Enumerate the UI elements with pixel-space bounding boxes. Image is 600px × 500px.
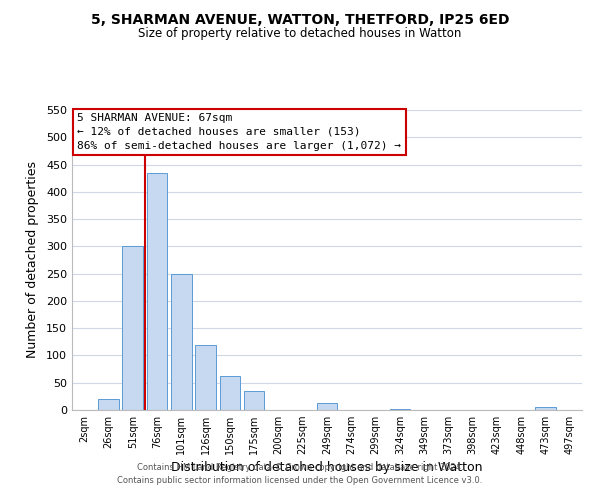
Text: Size of property relative to detached houses in Watton: Size of property relative to detached ho…	[139, 28, 461, 40]
Text: 5 SHARMAN AVENUE: 67sqm
← 12% of detached houses are smaller (153)
86% of semi-d: 5 SHARMAN AVENUE: 67sqm ← 12% of detache…	[77, 113, 401, 151]
Bar	[220, 376, 240, 410]
Bar	[195, 344, 216, 410]
Bar	[146, 172, 167, 410]
Text: 5, SHARMAN AVENUE, WATTON, THETFORD, IP25 6ED: 5, SHARMAN AVENUE, WATTON, THETFORD, IP2…	[91, 12, 509, 26]
Bar	[122, 246, 143, 410]
Text: Contains HM Land Registry data © Crown copyright and database right 2024.: Contains HM Land Registry data © Crown c…	[137, 464, 463, 472]
Y-axis label: Number of detached properties: Number of detached properties	[26, 162, 39, 358]
Bar	[244, 391, 265, 410]
Bar	[171, 274, 191, 410]
Bar	[317, 403, 337, 410]
Bar	[98, 399, 119, 410]
Bar	[535, 408, 556, 410]
Bar	[389, 409, 410, 410]
Text: Contains public sector information licensed under the Open Government Licence v3: Contains public sector information licen…	[118, 476, 482, 485]
X-axis label: Distribution of detached houses by size in Watton: Distribution of detached houses by size …	[171, 462, 483, 474]
